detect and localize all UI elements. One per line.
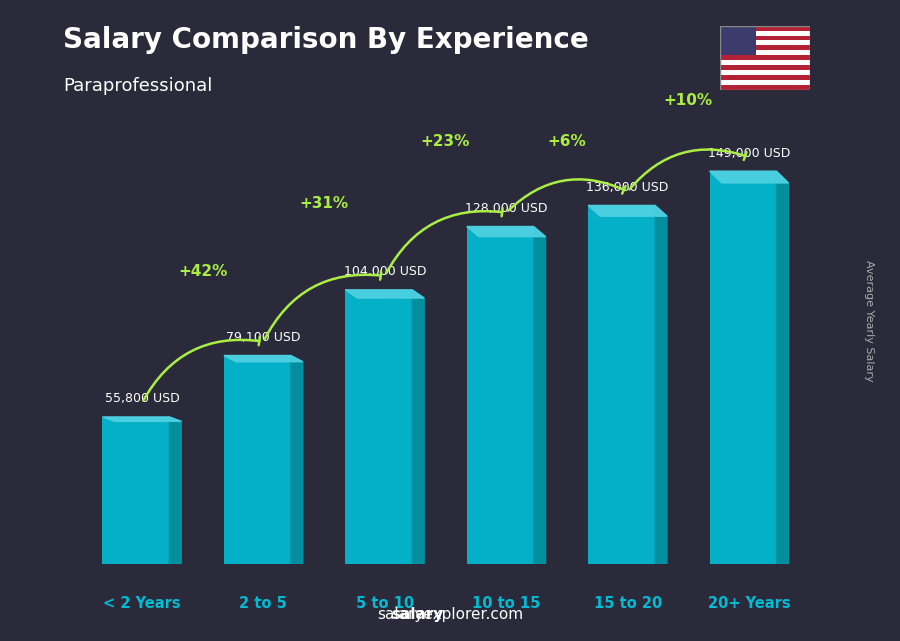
Bar — [103, 417, 169, 564]
Bar — [720, 65, 810, 70]
Text: +10%: +10% — [664, 93, 713, 108]
Text: 128,000 USD: 128,000 USD — [465, 202, 547, 215]
Polygon shape — [103, 417, 181, 421]
Polygon shape — [291, 356, 302, 564]
Bar — [720, 46, 810, 50]
Polygon shape — [777, 171, 788, 564]
Text: salary: salary — [392, 607, 444, 622]
Polygon shape — [224, 356, 302, 362]
Bar — [589, 205, 655, 564]
Bar — [720, 70, 810, 75]
Bar — [720, 35, 810, 40]
Bar — [467, 226, 534, 564]
Bar — [720, 50, 810, 55]
Polygon shape — [169, 417, 181, 564]
Polygon shape — [467, 226, 545, 237]
Polygon shape — [655, 205, 667, 564]
Text: Paraprofessional: Paraprofessional — [63, 77, 212, 95]
Polygon shape — [412, 290, 424, 564]
Bar — [720, 85, 810, 90]
Text: Average Yearly Salary: Average Yearly Salary — [863, 260, 874, 381]
Polygon shape — [534, 226, 545, 564]
Text: < 2 Years: < 2 Years — [104, 596, 181, 612]
Bar — [720, 60, 810, 65]
Text: 55,800 USD: 55,800 USD — [104, 392, 179, 405]
Bar — [720, 75, 810, 80]
Polygon shape — [709, 171, 788, 183]
Polygon shape — [589, 205, 667, 216]
Text: 149,000 USD: 149,000 USD — [708, 147, 790, 160]
Text: +23%: +23% — [421, 134, 470, 149]
Text: salaryexplorer.com: salaryexplorer.com — [377, 607, 523, 622]
Bar — [346, 290, 412, 564]
Text: 136,000 USD: 136,000 USD — [587, 181, 669, 194]
Text: 5 to 10: 5 to 10 — [356, 596, 414, 612]
Bar — [709, 171, 777, 564]
Bar — [224, 356, 291, 564]
Text: +31%: +31% — [300, 196, 348, 211]
Bar — [720, 80, 810, 85]
Text: 10 to 15: 10 to 15 — [472, 596, 540, 612]
Text: Salary Comparison By Experience: Salary Comparison By Experience — [63, 26, 589, 54]
Bar — [720, 26, 756, 55]
Bar — [720, 31, 810, 35]
Text: 79,100 USD: 79,100 USD — [226, 331, 301, 344]
Text: +42%: +42% — [178, 263, 228, 279]
Text: 15 to 20: 15 to 20 — [593, 596, 662, 612]
Bar — [720, 40, 810, 46]
Text: 2 to 5: 2 to 5 — [239, 596, 287, 612]
Polygon shape — [346, 290, 424, 298]
Bar — [720, 26, 810, 31]
Text: 104,000 USD: 104,000 USD — [344, 265, 426, 278]
Bar — [720, 55, 810, 60]
Text: +6%: +6% — [547, 134, 586, 149]
Text: 20+ Years: 20+ Years — [707, 596, 790, 612]
